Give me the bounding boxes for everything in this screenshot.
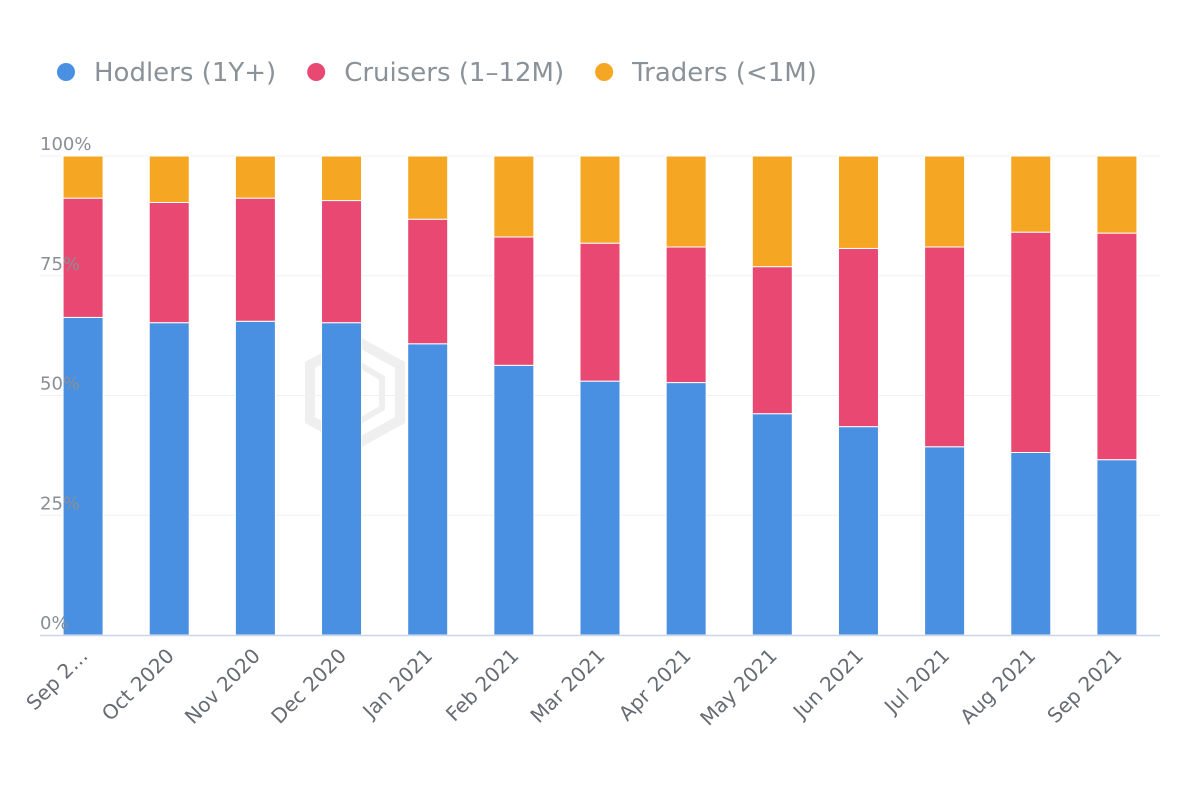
bar-segment[interactable] bbox=[234, 320, 276, 636]
y-tick-label: 50% bbox=[40, 374, 80, 395]
bar-segment[interactable] bbox=[579, 380, 621, 636]
legend-marker bbox=[307, 63, 326, 81]
x-tick-label: Jan 2021 bbox=[357, 644, 438, 725]
x-tick-label: Nov 2020 bbox=[180, 644, 265, 729]
bar-segment[interactable] bbox=[924, 246, 966, 448]
legend: Hodlers (1Y+) Cruisers (1–12M) Traders (<1… bbox=[57, 58, 817, 88]
x-tick-label: May 2021 bbox=[695, 644, 782, 731]
legend-label: Hodlers (1Y+) bbox=[94, 58, 276, 88]
bar-segment[interactable] bbox=[751, 266, 793, 415]
y-tick-label: 75% bbox=[40, 254, 80, 275]
bar-segment[interactable] bbox=[837, 155, 879, 249]
x-tick-label: Mar 2021 bbox=[525, 644, 609, 728]
bar-segment[interactable] bbox=[1010, 231, 1052, 454]
bar-segment[interactable] bbox=[493, 155, 535, 238]
bar-segment[interactable] bbox=[837, 247, 879, 428]
bar-segment[interactable] bbox=[234, 197, 276, 322]
bar-segment[interactable] bbox=[751, 155, 793, 268]
bar-segment[interactable] bbox=[62, 316, 104, 636]
legend-item[interactable]: Traders (<1M) bbox=[595, 58, 817, 88]
legend-label: Traders (<1M) bbox=[631, 58, 817, 88]
legend-label: Cruisers (1–12M) bbox=[344, 58, 564, 88]
bar-segment[interactable] bbox=[493, 364, 535, 636]
bar-segment[interactable] bbox=[1096, 155, 1138, 234]
bar-segment[interactable] bbox=[665, 382, 707, 636]
legend-marker bbox=[595, 63, 614, 81]
bar-segment[interactable] bbox=[148, 155, 190, 203]
x-tick-label: Jul 2021 bbox=[878, 644, 954, 720]
bar-segment[interactable] bbox=[924, 155, 966, 248]
x-tick-label: Sep 2021 bbox=[1042, 644, 1126, 728]
x-tick-label: Jun 2021 bbox=[787, 644, 868, 725]
x-axis-ticks: Sep 2… Oct 2020 Nov 2020 Dec 2020 Jan 2021 Fe… bbox=[21, 644, 1126, 731]
bar-segment[interactable] bbox=[321, 322, 363, 636]
bar-segment[interactable] bbox=[321, 155, 363, 202]
bar-segment[interactable] bbox=[751, 413, 793, 636]
y-tick-label: 0% bbox=[40, 613, 69, 634]
x-tick-label: Aug 2021 bbox=[955, 644, 1040, 729]
x-tick-label: Feb 2021 bbox=[441, 644, 523, 726]
bar-segment[interactable] bbox=[493, 236, 535, 366]
x-tick-label: Sep 2… bbox=[21, 644, 92, 715]
bar-segment[interactable] bbox=[1010, 155, 1052, 233]
x-tick-label: Dec 2020 bbox=[266, 644, 351, 729]
bar-segment[interactable] bbox=[665, 155, 707, 248]
bar-segment[interactable] bbox=[234, 155, 276, 199]
bar-segment[interactable] bbox=[924, 446, 966, 636]
x-tick-label: Oct 2020 bbox=[97, 644, 179, 726]
bar-segment[interactable] bbox=[665, 246, 707, 384]
y-axis-ticks: 0% 25% 50% 75% 100% bbox=[40, 134, 91, 634]
bar-segment[interactable] bbox=[407, 343, 449, 636]
bar-segment[interactable] bbox=[1010, 452, 1052, 636]
x-tick-label: Apr 2021 bbox=[614, 644, 696, 726]
legend-marker bbox=[57, 63, 75, 81]
bar-segment[interactable] bbox=[579, 155, 621, 244]
y-tick-label: 25% bbox=[40, 493, 80, 514]
bar-segment[interactable] bbox=[1096, 232, 1138, 461]
legend-item[interactable]: Cruisers (1–12M) bbox=[307, 58, 564, 88]
bar-segment[interactable] bbox=[62, 197, 104, 318]
bars bbox=[62, 155, 1138, 636]
bar-segment[interactable] bbox=[407, 155, 449, 220]
legend-item[interactable]: Hodlers (1Y+) bbox=[57, 58, 276, 88]
bar-segment[interactable] bbox=[321, 200, 363, 324]
bar-segment[interactable] bbox=[407, 218, 449, 345]
bar-segment[interactable] bbox=[148, 322, 190, 636]
y-tick-label: 100% bbox=[40, 134, 91, 155]
bar-segment[interactable] bbox=[579, 242, 621, 382]
bar-segment[interactable] bbox=[837, 426, 879, 636]
bar-segment[interactable] bbox=[62, 155, 104, 199]
bar-segment[interactable] bbox=[148, 201, 190, 324]
bar-segment[interactable] bbox=[1096, 459, 1138, 636]
